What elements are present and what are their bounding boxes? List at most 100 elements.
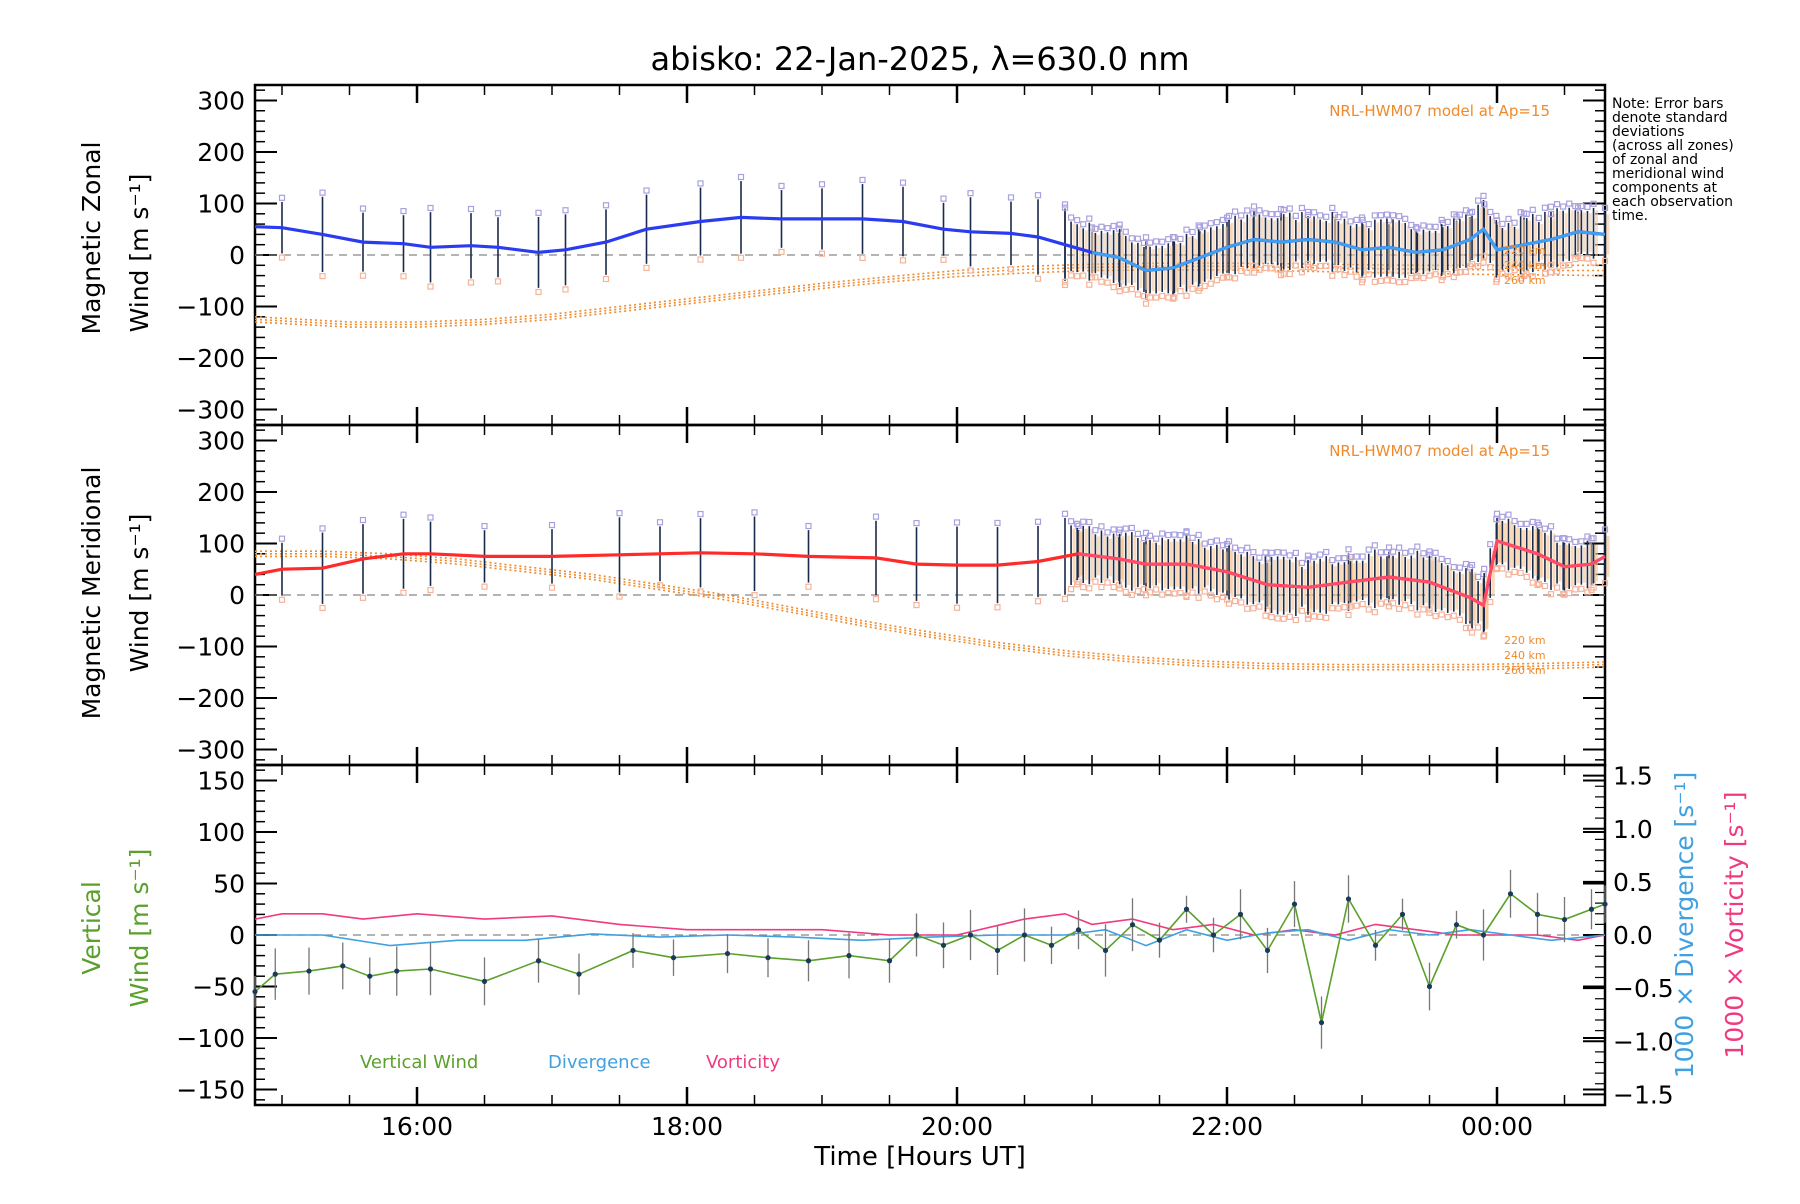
zonal-zone-marker-high bbox=[1499, 220, 1506, 228]
divergence-ylabel: 1000 × Divergence [s⁻¹] bbox=[1670, 772, 1699, 1079]
zonal-zone-marker-high bbox=[1505, 215, 1512, 223]
meridional-zone-marker-high bbox=[1207, 538, 1214, 546]
meridional-zone-marker-high bbox=[1396, 544, 1403, 551]
zonal-zone-marker-low bbox=[1438, 276, 1445, 284]
meridional-panel: 300 200 100 0 −100 −200 −300 bbox=[176, 423, 1610, 767]
zonal-zone-marker-high bbox=[1572, 203, 1579, 210]
zonal-zone-marker-low bbox=[1238, 267, 1245, 275]
zonal-zone-marker-high bbox=[1061, 204, 1069, 211]
vertical-wind-point bbox=[576, 971, 582, 977]
zonal-zone-marker-high bbox=[1067, 214, 1075, 221]
zonal-zone-marker-low bbox=[643, 264, 650, 272]
meridional-zone-marker-low bbox=[1462, 624, 1470, 632]
legend-divergence: Divergence bbox=[548, 1052, 651, 1073]
zonal-zone-marker-low bbox=[1098, 278, 1105, 285]
vertical-wind-point bbox=[252, 989, 258, 995]
zonal-zone-marker-high bbox=[1250, 210, 1257, 217]
zonal-zone-marker-low bbox=[1256, 266, 1263, 273]
zonal-zone-marker-low bbox=[1529, 273, 1536, 280]
zonal-zone-marker-high bbox=[1092, 225, 1099, 232]
meridional-zone-marker-high bbox=[1329, 557, 1336, 564]
zonal-zone-marker-high bbox=[1493, 212, 1500, 220]
meridional-zone-marker-high bbox=[1116, 526, 1123, 533]
note-line: meridional wind bbox=[1612, 166, 1724, 182]
meridional-zone-marker-low bbox=[1177, 589, 1184, 597]
zonal-zone-marker-high bbox=[1238, 212, 1245, 219]
meridional-zone-marker-high bbox=[1134, 530, 1142, 537]
zonal-zone-marker-high bbox=[1420, 222, 1427, 229]
meridional-zone-marker-low bbox=[1067, 586, 1075, 593]
zonal-zone-marker-low bbox=[1566, 261, 1573, 269]
vertical-ytick-label: 100 bbox=[197, 818, 245, 847]
meridional-zone-marker-low bbox=[1146, 589, 1154, 596]
meridional-zone-marker-low bbox=[1213, 596, 1220, 603]
meridional-model_220km-line bbox=[255, 550, 1606, 666]
zonal-zone-marker-low bbox=[1286, 270, 1293, 278]
meridional-zone-marker-high bbox=[1231, 544, 1239, 551]
zonal-zone-marker-high bbox=[1116, 221, 1123, 228]
zonal-zone-marker-low bbox=[1365, 271, 1372, 278]
zonal-zone-marker-low bbox=[1134, 291, 1142, 298]
x-tick-label: 22:00 bbox=[1191, 1112, 1263, 1141]
zonal-zone-marker-high bbox=[818, 181, 826, 188]
right-ytick-label: −1.5 bbox=[1613, 1080, 1674, 1109]
zonal-zone-marker-high bbox=[697, 180, 704, 187]
meridional-zone-marker-low bbox=[1535, 580, 1542, 587]
legend-vorticity: Vorticity bbox=[706, 1052, 780, 1073]
zonal-zone-marker-low bbox=[1231, 275, 1239, 282]
zonal-zone-marker-high bbox=[1408, 221, 1415, 229]
meridional-zone-marker-high bbox=[1323, 548, 1330, 556]
meridional-zone-marker-low bbox=[1444, 613, 1451, 621]
zonal-zone-marker-high bbox=[1396, 213, 1403, 220]
meridional-zone-marker-low bbox=[1517, 569, 1524, 577]
meridional-zone-marker-high bbox=[1213, 537, 1220, 544]
zonal-zone-marker-high bbox=[1474, 197, 1482, 204]
zonal-ytick-label: 100 bbox=[197, 189, 245, 218]
meridional-model-label: NRL-HWM07 model at Ap=15 bbox=[1329, 442, 1550, 460]
meridional-zone-marker-high bbox=[1159, 530, 1166, 537]
zonal-zone-marker-low bbox=[1183, 292, 1190, 299]
vertical-ytick-label: −100 bbox=[176, 1024, 245, 1053]
zonal-zone-marker-low bbox=[1159, 292, 1166, 300]
zonal-zone-marker-low bbox=[319, 273, 326, 280]
vertical-wind-point bbox=[805, 958, 812, 964]
vertical-wind-point bbox=[1453, 922, 1460, 928]
meridional-zone-marker-high bbox=[1402, 549, 1409, 556]
zonal-zone-marker-high bbox=[535, 209, 542, 216]
zonal-zone-marker-low bbox=[602, 275, 610, 283]
vertical-wind-point bbox=[272, 971, 278, 977]
meridional-zone-marker-low bbox=[1359, 601, 1366, 608]
zonal-zone-marker-high bbox=[940, 195, 947, 202]
meridional-zone-marker-high bbox=[1292, 549, 1299, 557]
meridional-zone-marker-low bbox=[1505, 571, 1512, 578]
zonal-zone-marker-low bbox=[1335, 265, 1342, 273]
meridional-zone-marker-low bbox=[1547, 591, 1555, 598]
zonal-zone-marker-low bbox=[1444, 271, 1451, 278]
meridional-zone-marker-low bbox=[1414, 611, 1421, 618]
zonal-zone-marker-low bbox=[1207, 280, 1214, 287]
divergence-line bbox=[255, 928, 1606, 947]
meridional-zone-marker-high bbox=[1584, 533, 1591, 540]
vorticity-line bbox=[254, 912, 1606, 942]
vertical-wind-point bbox=[670, 955, 677, 961]
zonal-ytick-label: 0 bbox=[229, 241, 245, 270]
meridional-zone-marker-high bbox=[1523, 520, 1530, 527]
meridional-zone-marker-high bbox=[1408, 548, 1415, 555]
zonal-zone-marker-low bbox=[1067, 272, 1075, 279]
meridional-zone-marker-high bbox=[805, 522, 812, 530]
zonal-zone-marker-high bbox=[467, 205, 475, 213]
right-ytick-label: 0.0 bbox=[1613, 921, 1653, 950]
zonal-zone-marker-low bbox=[1396, 279, 1403, 286]
meridional-zone-marker-low bbox=[1262, 612, 1269, 619]
panels: 3002001000−100−200−3003002001000−100−200… bbox=[176, 83, 1674, 1141]
zonal-zone-marker-high bbox=[359, 205, 367, 212]
meridional-zone-marker-high bbox=[359, 516, 367, 524]
meridional-zone-marker-high bbox=[1414, 543, 1421, 550]
zonal-zone-marker-low bbox=[1292, 262, 1299, 269]
meridional-zone-marker-low bbox=[1590, 584, 1597, 591]
meridional-zone-marker-low bbox=[1104, 579, 1111, 586]
meridional-zone-marker-low bbox=[1092, 578, 1099, 585]
meridional-zone-marker-low bbox=[1268, 614, 1275, 621]
zonal-zone-marker-low bbox=[562, 286, 569, 293]
zonal-zone-marker-low bbox=[1201, 282, 1208, 290]
